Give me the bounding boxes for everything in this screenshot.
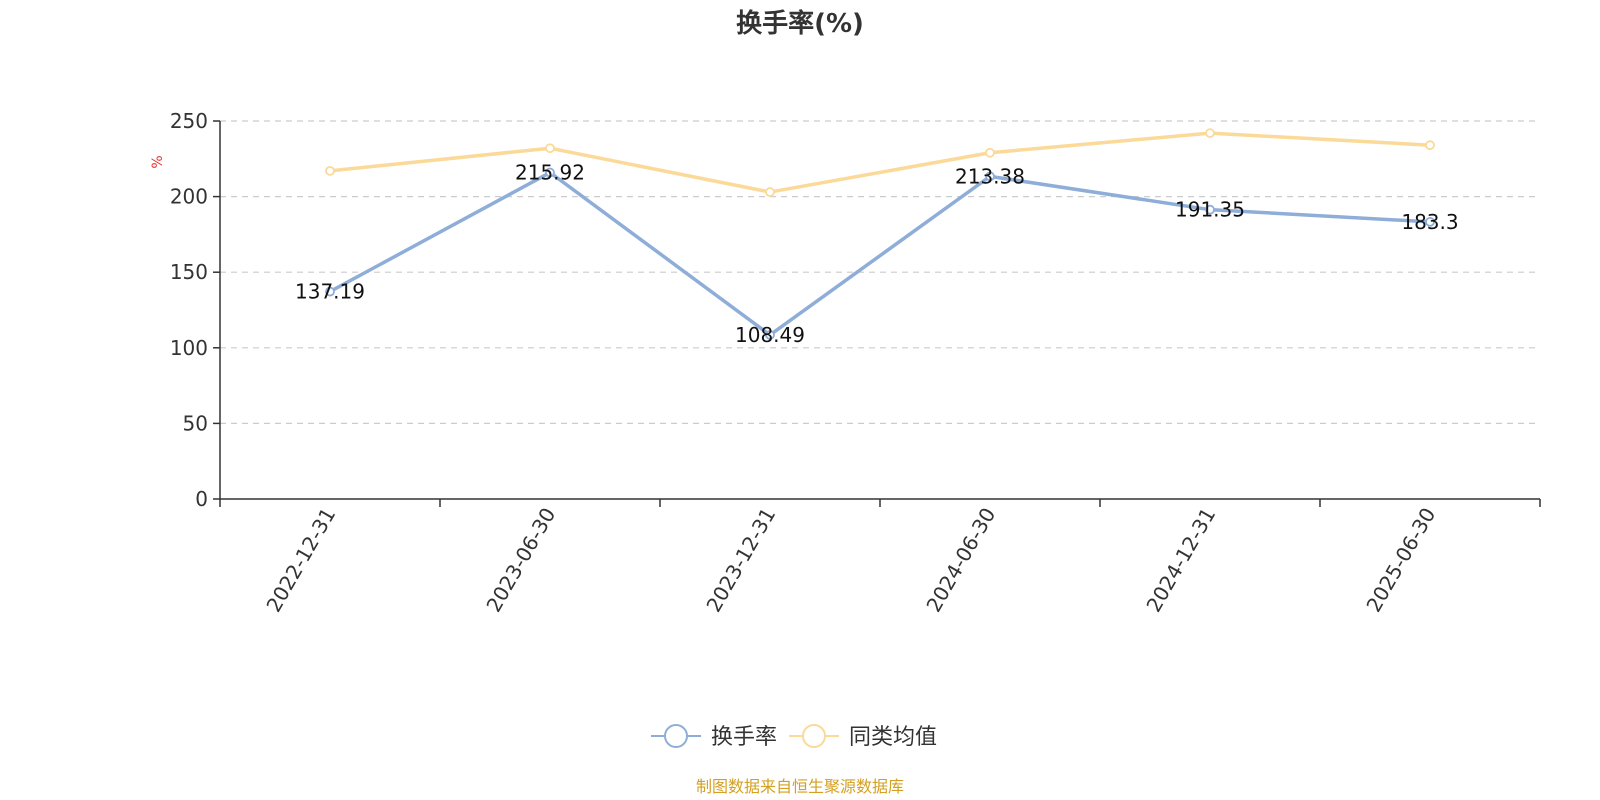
gridlines <box>220 120 1540 424</box>
data-point <box>765 187 775 197</box>
series <box>325 128 1435 340</box>
y-tick-label: 250 <box>170 109 208 133</box>
data-point <box>985 147 995 158</box>
x-tick-label: 2022-12-31 <box>261 504 340 617</box>
data-point <box>325 286 335 297</box>
x-tick-label: 2024-12-31 <box>1141 504 1220 617</box>
data-labels: 137.19 215.92 108.49 213.38 191.35 183.3 <box>295 161 1459 347</box>
data-label: 213.38 <box>955 164 1025 188</box>
legend[interactable]: 换手率 同类均值 <box>651 724 937 750</box>
data-point <box>545 143 555 154</box>
legend-item-1[interactable]: 换手率 <box>651 724 777 750</box>
data-point <box>1205 204 1215 215</box>
data-point <box>985 171 995 182</box>
axes: 0 50 100 150 200 250 2022-12-31 2023-06-30 2023-… <box>170 109 1541 617</box>
data-label: 137.19 <box>295 280 365 304</box>
series-line <box>329 170 1431 337</box>
y-axis-unit: % <box>150 155 166 168</box>
data-label: 215.92 <box>515 161 585 185</box>
y-tick-label: 0 <box>195 487 208 511</box>
data-point <box>1425 216 1435 227</box>
x-tick-label: 2025-06-30 <box>1361 504 1440 617</box>
series-1 <box>325 167 1435 340</box>
y-tick-label: 100 <box>170 336 208 360</box>
data-point <box>1425 140 1435 151</box>
data-point <box>325 165 335 176</box>
legend-item-2[interactable]: 同类均值 <box>789 724 937 750</box>
legend-label: 换手率 <box>711 725 777 750</box>
x-tick-label: 2024-06-30 <box>921 504 1000 617</box>
data-point <box>545 167 555 178</box>
y-tick-label: 200 <box>170 185 208 209</box>
x-tick-label: 2023-12-31 <box>701 504 780 617</box>
x-tick-label: 2023-06-30 <box>481 504 560 617</box>
data-point <box>765 330 775 340</box>
series-2 <box>325 128 1435 197</box>
legend-marker <box>664 724 688 748</box>
data-label: 191.35 <box>1175 198 1245 222</box>
data-label: 183.3 <box>1401 210 1458 234</box>
source-note: 制图数据来自恒生聚源数据库 <box>696 777 904 796</box>
legend-label: 同类均值 <box>849 725 937 750</box>
data-point <box>1205 128 1215 138</box>
data-label: 108.49 <box>735 323 805 347</box>
y-tick-label: 50 <box>183 411 208 435</box>
series-line <box>329 131 1431 194</box>
chart-title: 换手率(%) <box>736 8 864 39</box>
legend-marker <box>802 724 826 748</box>
y-tick-label: 150 <box>170 260 208 284</box>
